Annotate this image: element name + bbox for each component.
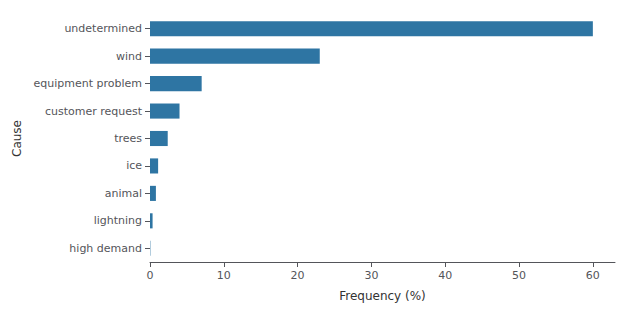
svg-text:30: 30	[364, 269, 378, 282]
svg-text:Cause: Cause	[10, 120, 24, 157]
svg-text:undetermined: undetermined	[64, 22, 142, 35]
svg-text:Frequency (%): Frequency (%)	[339, 289, 426, 303]
svg-text:high demand: high demand	[69, 242, 142, 255]
svg-text:10: 10	[217, 269, 231, 282]
svg-text:60: 60	[586, 269, 600, 282]
svg-text:animal: animal	[105, 187, 142, 200]
svg-text:20: 20	[291, 269, 305, 282]
svg-text:40: 40	[438, 269, 452, 282]
svg-text:trees: trees	[114, 132, 142, 145]
svg-text:wind: wind	[116, 50, 142, 63]
svg-text:50: 50	[512, 269, 526, 282]
svg-text:customer request: customer request	[45, 105, 143, 118]
svg-text:ice: ice	[126, 159, 142, 172]
svg-text:lightning: lightning	[94, 214, 142, 227]
svg-text:0: 0	[147, 269, 154, 282]
svg-text:equipment problem: equipment problem	[33, 77, 142, 90]
